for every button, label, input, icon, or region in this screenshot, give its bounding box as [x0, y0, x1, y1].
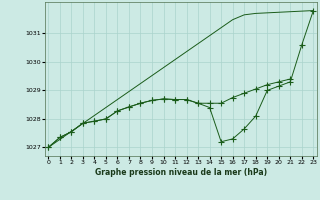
X-axis label: Graphe pression niveau de la mer (hPa): Graphe pression niveau de la mer (hPa): [95, 168, 267, 177]
